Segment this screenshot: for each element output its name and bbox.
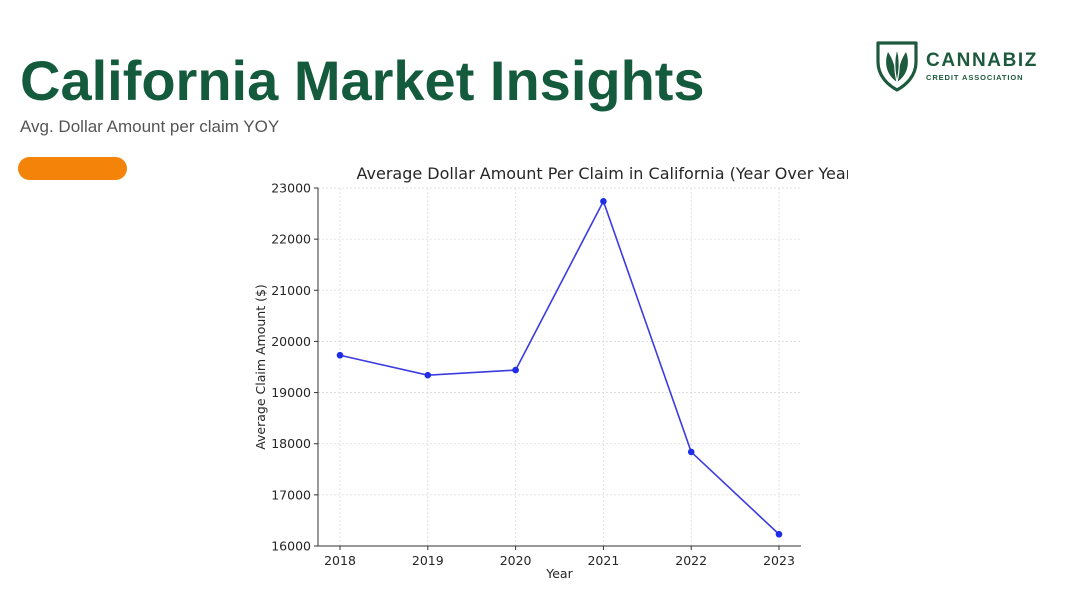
x-axis-label: Year bbox=[545, 566, 573, 581]
logo-name: CANNABIZ bbox=[926, 50, 1039, 71]
company-logo: CANNABIZ CREDIT ASSOCIATION bbox=[875, 40, 1055, 96]
page-title: California Market Insights bbox=[20, 49, 705, 112]
x-tick-label: 2022 bbox=[675, 553, 707, 568]
logo-tagline: CREDIT ASSOCIATION bbox=[926, 73, 1024, 82]
data-point bbox=[775, 530, 783, 538]
x-tick-label: 2018 bbox=[324, 553, 356, 568]
y-tick-label: 22000 bbox=[271, 232, 311, 247]
accent-bar bbox=[18, 157, 127, 180]
y-tick-label: 19000 bbox=[271, 385, 311, 400]
y-tick-label: 20000 bbox=[271, 334, 311, 349]
y-axis-label: Average Claim Amount ($) bbox=[253, 284, 268, 450]
chart-title: Average Dollar Amount Per Claim in Calif… bbox=[357, 164, 848, 183]
data-point bbox=[687, 448, 695, 456]
data-point bbox=[424, 371, 432, 379]
data-point bbox=[336, 351, 344, 359]
page-subtitle: Avg. Dollar Amount per claim YOY bbox=[20, 117, 280, 136]
y-tick-label: 16000 bbox=[271, 539, 311, 554]
x-tick-label: 2023 bbox=[763, 553, 795, 568]
leaf-shield-icon bbox=[876, 41, 918, 92]
data-point bbox=[600, 197, 607, 205]
y-tick-label: 21000 bbox=[271, 283, 311, 298]
data-point bbox=[512, 366, 519, 374]
y-tick-label: 18000 bbox=[271, 436, 311, 451]
line-chart: 16000 17000 18000 19000 20000 21000 22000 23000… bbox=[253, 164, 848, 581]
series-line bbox=[339, 199, 780, 535]
x-tick-label: 2021 bbox=[587, 553, 619, 568]
y-tick-label: 23000 bbox=[271, 181, 311, 196]
x-tick-label: 2019 bbox=[412, 553, 444, 568]
x-tick-label: 2020 bbox=[500, 553, 532, 568]
y-tick-label: 17000 bbox=[271, 487, 311, 502]
